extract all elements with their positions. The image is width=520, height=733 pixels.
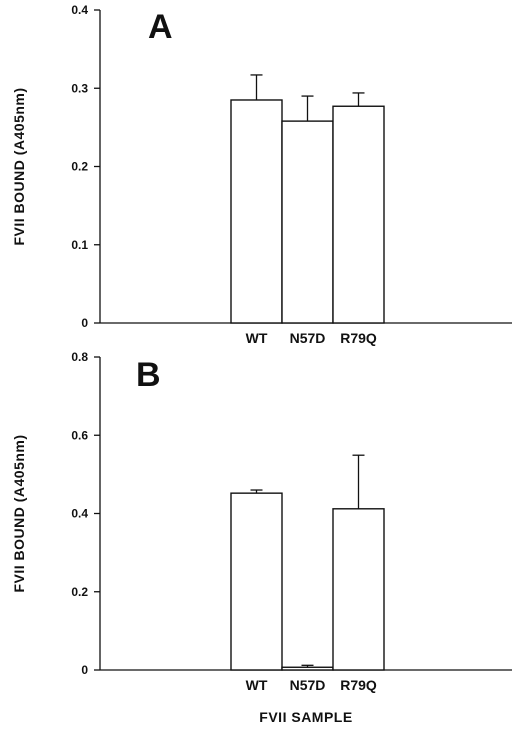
category-label: WT bbox=[246, 330, 268, 346]
bar-r79q bbox=[332, 105, 385, 324]
y-tick-label: 0.4 bbox=[71, 3, 88, 17]
y-tick-label: 0.8 bbox=[71, 350, 88, 364]
y-tick-label: 0.2 bbox=[71, 585, 88, 599]
category-label: N57D bbox=[290, 330, 326, 346]
bar-n57d bbox=[281, 120, 334, 324]
category-label: R79Q bbox=[340, 330, 377, 346]
category-label: WT bbox=[246, 677, 268, 693]
x-axis-title: FVII SAMPLE bbox=[259, 709, 352, 725]
y-tick-label: 0.3 bbox=[71, 81, 88, 95]
y-tick-label: 0 bbox=[81, 316, 88, 330]
y-axis-title: FVII BOUND (A405nm) bbox=[11, 87, 27, 245]
category-label: N57D bbox=[290, 677, 326, 693]
y-tick-label: 0 bbox=[81, 663, 88, 677]
y-axis-title: FVII BOUND (A405nm) bbox=[11, 434, 27, 592]
category-label: R79Q bbox=[340, 677, 377, 693]
bar-r79q bbox=[332, 508, 385, 671]
panel-b: B 0 0.2 0.4 0.6 0.8 FVII BOUND (A405nm) WT N57D R… bbox=[11, 350, 512, 725]
y-tick-label: 0.2 bbox=[71, 160, 88, 174]
bar-wt bbox=[230, 99, 283, 324]
bar-wt bbox=[230, 492, 283, 671]
panel-letter: B bbox=[136, 356, 161, 394]
bar-n57d bbox=[281, 666, 334, 671]
y-tick-label: 0.1 bbox=[71, 238, 88, 252]
y-tick-label: 0.4 bbox=[71, 507, 88, 521]
y-tick-label: 0.6 bbox=[71, 428, 88, 442]
panel-a: A 0 0.1 0.2 0.3 0.4 FVII BOUND (A405nm) WT N57D R… bbox=[11, 3, 512, 346]
panel-letter: A bbox=[148, 8, 173, 46]
